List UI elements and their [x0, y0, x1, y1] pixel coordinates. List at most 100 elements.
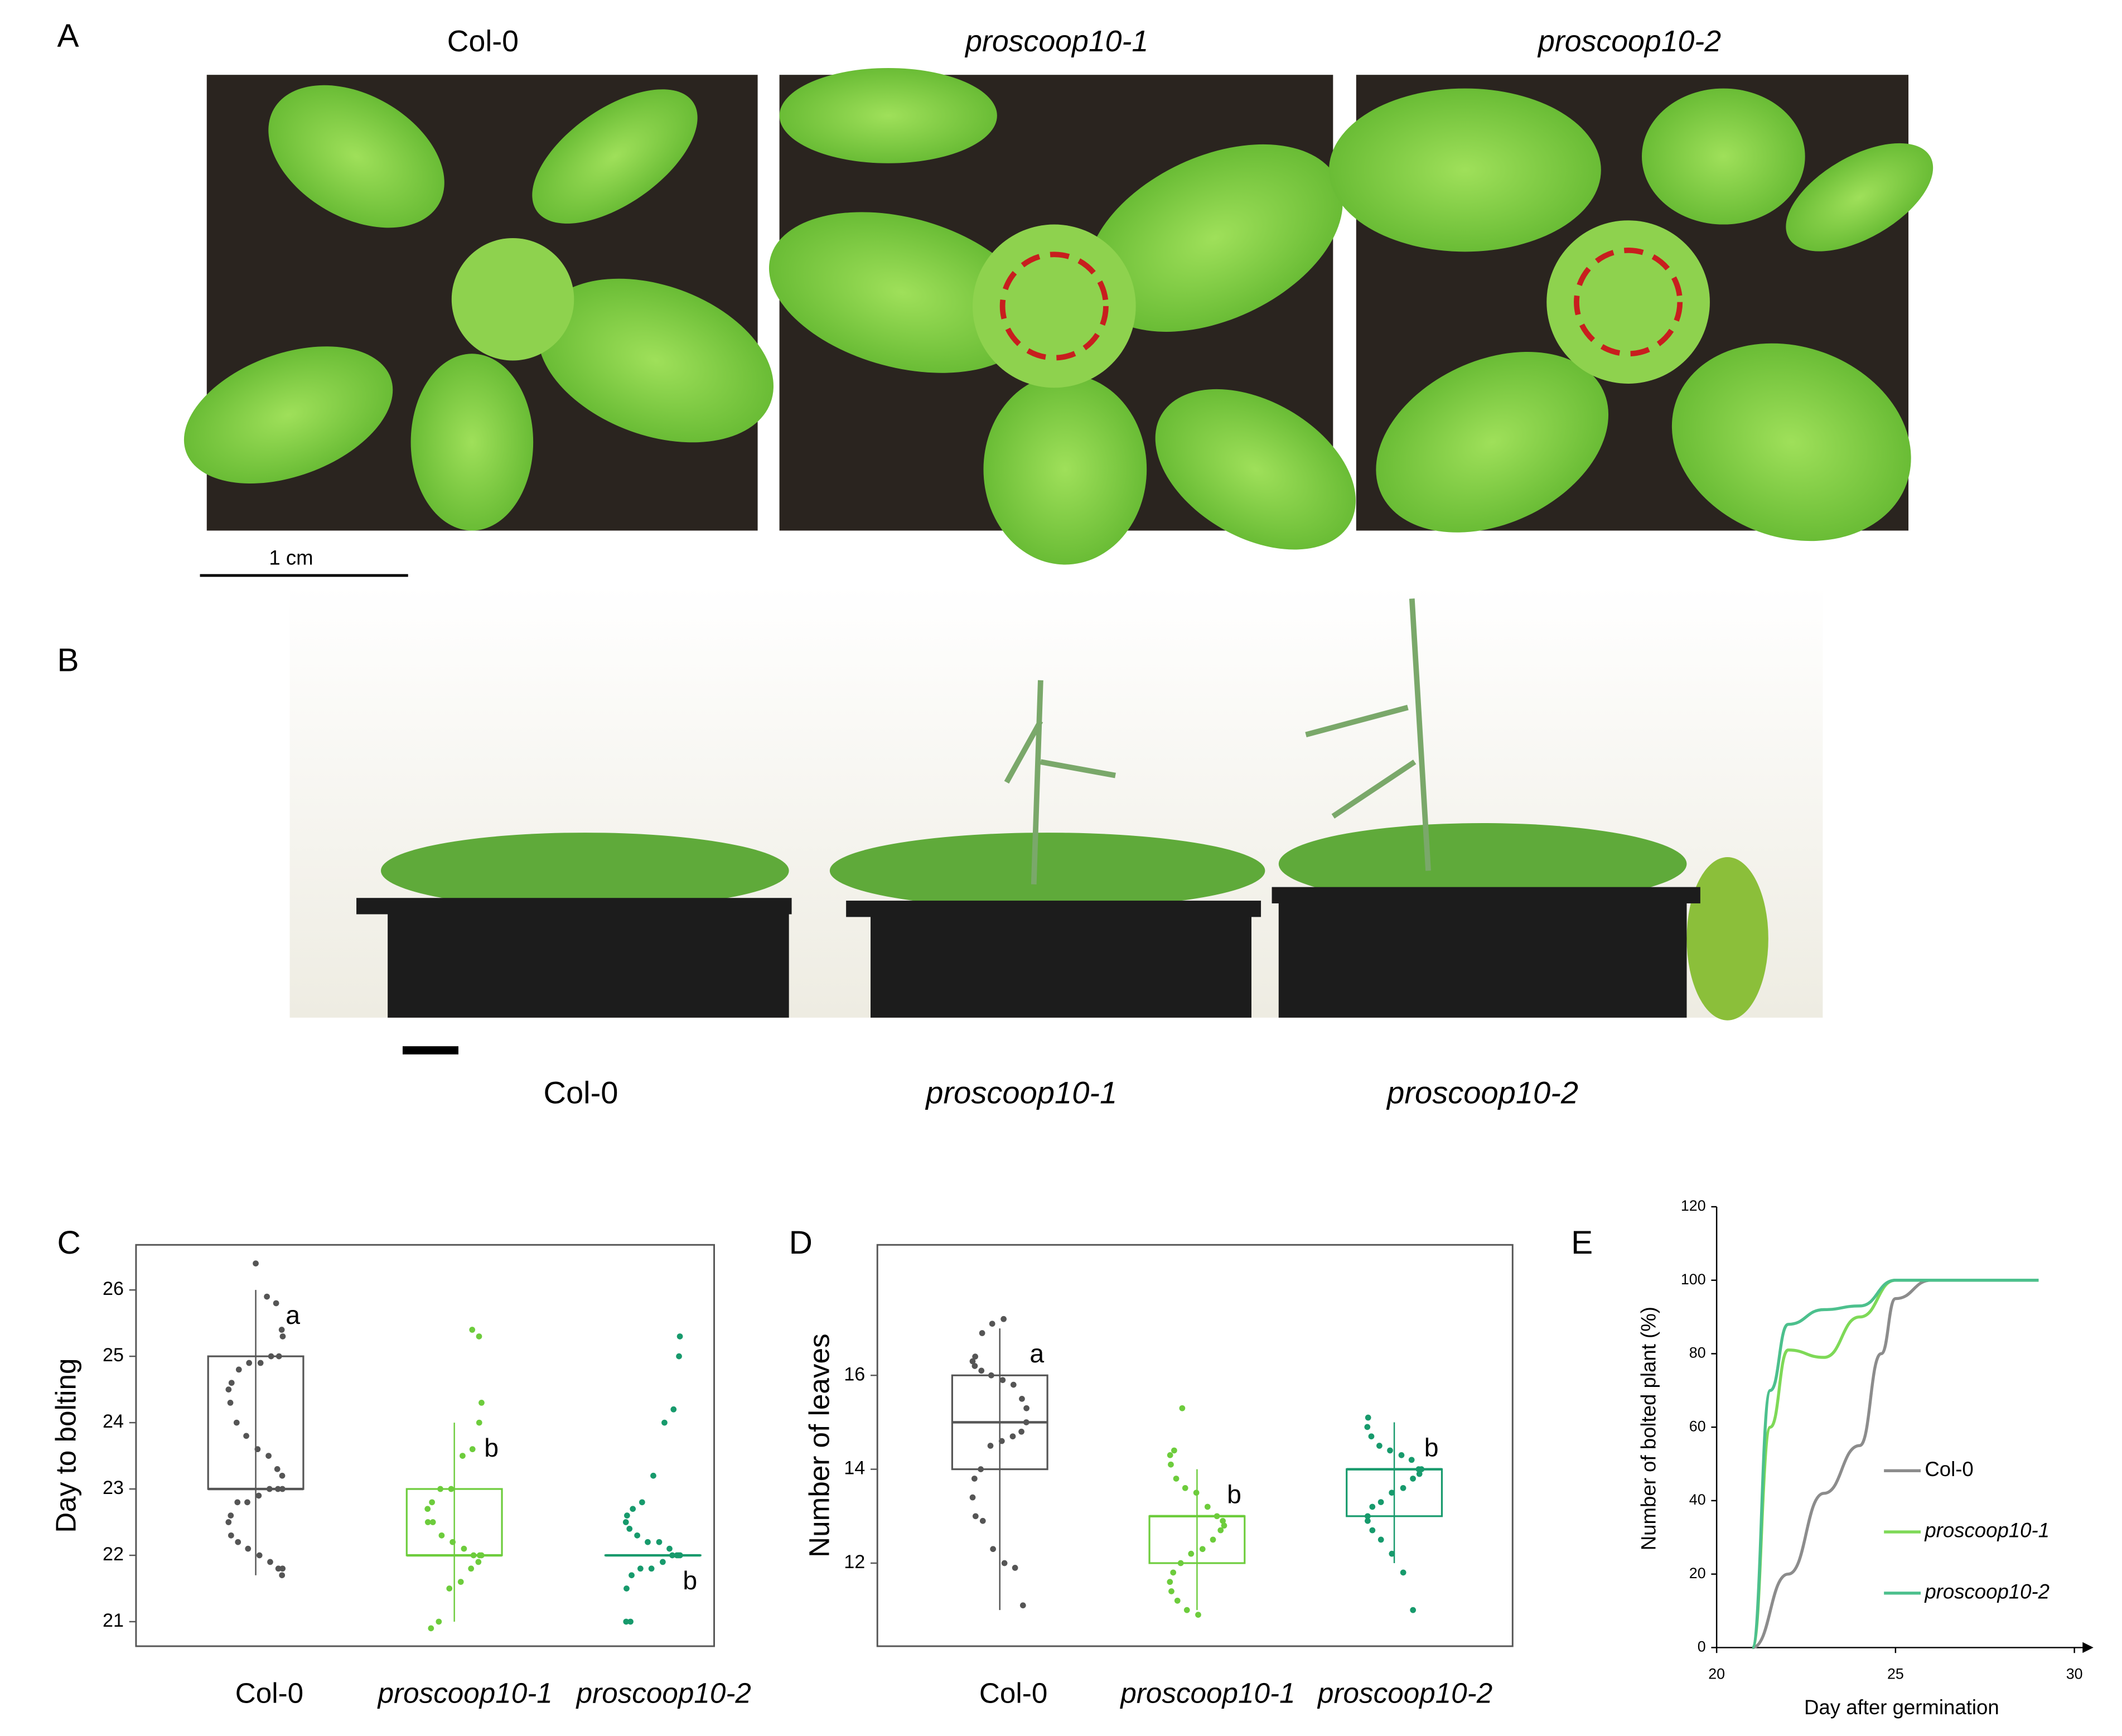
data-point [624, 1512, 630, 1519]
data-point [969, 1494, 976, 1501]
data-point [645, 1539, 651, 1545]
data-point [279, 1572, 286, 1579]
data-point [1183, 1607, 1190, 1613]
data-point [255, 1492, 262, 1499]
data-point [1365, 1414, 1371, 1421]
data-point [1400, 1484, 1406, 1491]
data-point [626, 1526, 633, 1532]
photo-label: Col-0 [543, 1075, 618, 1110]
y-tick-label: 40 [1689, 1491, 1706, 1508]
data-point [1389, 1490, 1395, 1496]
y-tick-label: 24 [103, 1411, 124, 1432]
data-point [253, 1260, 259, 1266]
data-point [1387, 1447, 1393, 1454]
data-point [279, 1486, 286, 1492]
significance-letter: a [1029, 1339, 1044, 1368]
data-point [661, 1419, 668, 1426]
panel-label: A [57, 18, 79, 54]
data-point [639, 1499, 645, 1506]
data-point [267, 1559, 273, 1565]
data-point [460, 1453, 466, 1459]
data-point [1018, 1428, 1024, 1435]
data-point [656, 1539, 663, 1545]
data-point [1418, 1466, 1425, 1473]
data-point [1377, 1499, 1384, 1505]
data-point [428, 1625, 434, 1632]
data-point [278, 1327, 285, 1333]
y-tick-label: 25 [103, 1345, 124, 1366]
photo-title: proscoop10-1 [964, 25, 1148, 58]
data-point [1368, 1433, 1375, 1440]
data-point [972, 1513, 979, 1520]
data-point [675, 1552, 681, 1559]
data-point [448, 1486, 455, 1492]
data-point [1195, 1612, 1201, 1618]
data-point [1179, 1405, 1186, 1411]
data-point [424, 1506, 431, 1512]
data-point [233, 1419, 240, 1426]
y-tick-label: 80 [1689, 1345, 1706, 1361]
legend-label: proscoop10-1 [1924, 1519, 2050, 1542]
data-point [1410, 1607, 1417, 1613]
legend-label: Col-0 [1925, 1458, 1973, 1481]
data-point [1167, 1579, 1173, 1585]
data-point [623, 1585, 630, 1592]
data-point [990, 1546, 996, 1553]
data-point [469, 1446, 476, 1453]
data-point [1023, 1405, 1029, 1411]
scale-bar-label: 1 cm [269, 546, 313, 569]
photo-label: proscoop10-1 [925, 1075, 1117, 1110]
data-point [1214, 1513, 1220, 1520]
data-point [235, 1366, 242, 1373]
x-tick-label: proscoop10-1 [377, 1677, 553, 1709]
data-point [468, 1565, 475, 1572]
data-point [676, 1333, 683, 1340]
x-tick-label: proscoop10-2 [1317, 1677, 1492, 1709]
y-tick-label: 60 [1689, 1418, 1706, 1434]
x-tick-label: proscoop10-2 [576, 1677, 751, 1709]
photo-panel-a [183, 67, 1934, 577]
data-point [476, 1419, 482, 1426]
x-tick-label: Col-0 [235, 1677, 303, 1709]
significance-letter: b [1424, 1433, 1439, 1462]
x-axis-arrow [2082, 1642, 2094, 1653]
data-point [1221, 1522, 1227, 1529]
data-point [978, 1367, 985, 1374]
data-point [1188, 1550, 1195, 1557]
data-point [1398, 1452, 1405, 1458]
x-tick-label: proscoop10-1 [1119, 1677, 1295, 1709]
data-point [234, 1499, 241, 1506]
y-tick-label: 120 [1681, 1197, 1706, 1214]
data-point [630, 1506, 636, 1512]
data-point [275, 1486, 281, 1492]
data-point [1023, 1419, 1029, 1425]
plot-frame [876, 1244, 1514, 1647]
data-point [1182, 1484, 1188, 1491]
data-point [637, 1565, 644, 1572]
data-point [1012, 1565, 1018, 1571]
y-tick-label: 12 [844, 1551, 865, 1573]
data-point [244, 1499, 250, 1506]
panel-label: E [1571, 1225, 1593, 1261]
data-point [971, 1363, 978, 1369]
significance-letter: a [286, 1300, 300, 1329]
significance-letter: b [1227, 1480, 1241, 1509]
data-point [1019, 1396, 1025, 1402]
data-point [227, 1400, 234, 1406]
data-point [979, 1517, 986, 1524]
data-point [1204, 1503, 1211, 1510]
data-point [457, 1579, 464, 1585]
data-point [1365, 1513, 1371, 1520]
data-point [1210, 1536, 1216, 1543]
data-point [1000, 1316, 1007, 1322]
data-point [225, 1386, 232, 1392]
data-point [1365, 1517, 1371, 1524]
data-point [971, 1476, 978, 1482]
y-tick-label: 21 [103, 1610, 124, 1631]
data-point [254, 1446, 261, 1453]
data-point [476, 1333, 482, 1340]
x-tick-label: Col-0 [979, 1677, 1047, 1709]
x-axis-label: Day after germination [1804, 1696, 1999, 1719]
data-point [648, 1565, 655, 1572]
